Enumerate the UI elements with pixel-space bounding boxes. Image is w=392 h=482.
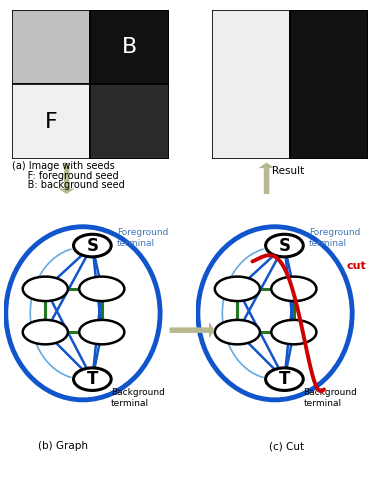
Text: (b) Graph: (b) Graph: [38, 441, 88, 451]
Bar: [90, 84, 169, 159]
Ellipse shape: [266, 368, 303, 390]
Text: S: S: [278, 237, 290, 254]
Ellipse shape: [266, 234, 303, 257]
Bar: [90, 10, 169, 84]
Text: S: S: [86, 237, 98, 254]
Text: F: foreground seed: F: foreground seed: [12, 171, 118, 181]
Bar: [290, 10, 368, 159]
Ellipse shape: [23, 277, 68, 301]
Text: Foreground
terminal: Foreground terminal: [117, 228, 168, 248]
Ellipse shape: [79, 320, 124, 344]
Ellipse shape: [271, 320, 316, 344]
Bar: [212, 10, 290, 159]
Text: T: T: [279, 370, 290, 388]
Ellipse shape: [74, 234, 111, 257]
Text: B: B: [122, 37, 137, 57]
Ellipse shape: [215, 277, 260, 301]
Text: Foreground
terminal: Foreground terminal: [309, 228, 360, 248]
Text: (c) Cut: (c) Cut: [269, 441, 304, 451]
Ellipse shape: [215, 320, 260, 344]
Ellipse shape: [23, 320, 68, 344]
Bar: [12, 84, 90, 159]
Ellipse shape: [79, 277, 124, 301]
Text: Background
terminal: Background terminal: [111, 388, 165, 408]
Text: Result: Result: [272, 166, 304, 176]
Bar: [12, 10, 90, 84]
Text: B: background seed: B: background seed: [12, 180, 125, 190]
Text: T: T: [87, 370, 98, 388]
Text: cut: cut: [347, 261, 366, 271]
Ellipse shape: [271, 277, 316, 301]
Text: Background
terminal: Background terminal: [303, 388, 357, 408]
Text: F: F: [45, 112, 57, 132]
Text: (a) Image with seeds: (a) Image with seeds: [12, 161, 114, 172]
Ellipse shape: [74, 368, 111, 390]
